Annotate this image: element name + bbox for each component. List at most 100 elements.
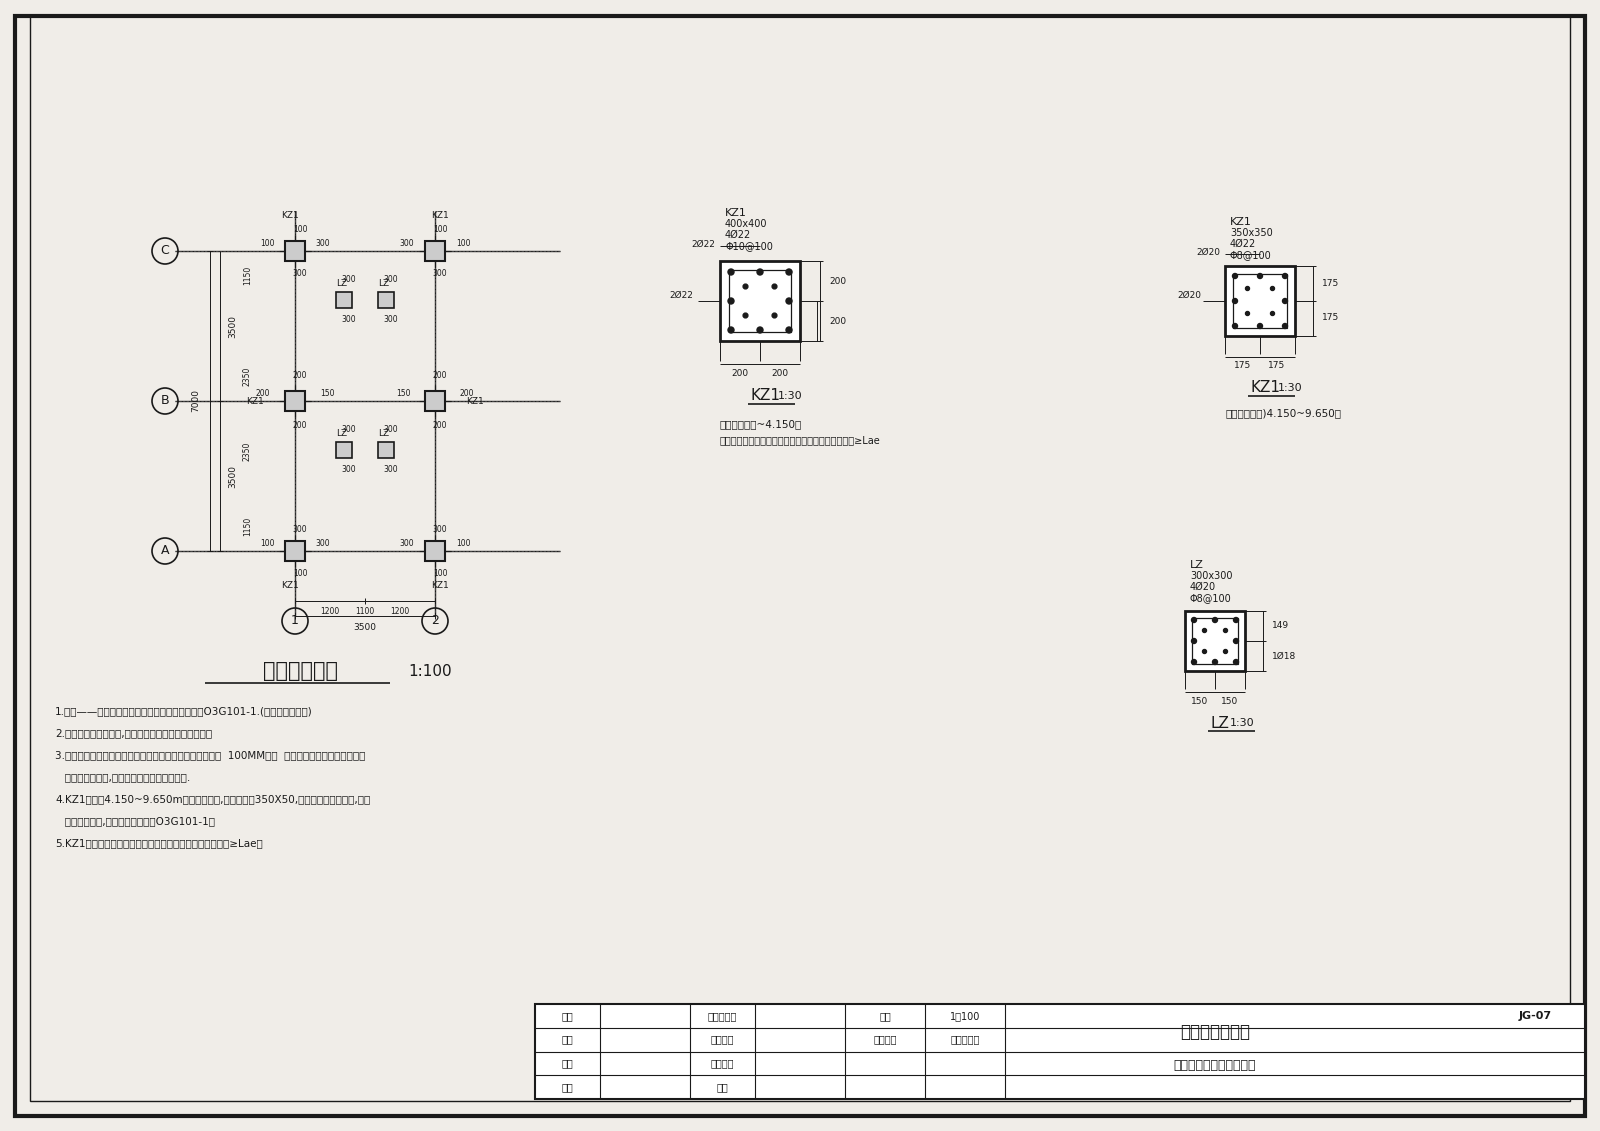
Text: KZ1: KZ1: [750, 389, 781, 404]
Text: 300: 300: [342, 316, 357, 325]
Text: 1150: 1150: [243, 517, 253, 536]
Circle shape: [1192, 639, 1197, 644]
Circle shape: [1234, 659, 1238, 665]
Text: 公司总工: 公司总工: [710, 1035, 734, 1045]
Text: 描图: 描图: [562, 1082, 573, 1093]
Text: 300: 300: [293, 525, 307, 534]
Text: 设计: 设计: [562, 1059, 573, 1069]
Text: 2Ø20: 2Ø20: [1197, 248, 1221, 257]
Text: 100: 100: [293, 569, 307, 578]
Text: 3500: 3500: [354, 623, 376, 632]
Text: B: B: [160, 395, 170, 407]
Circle shape: [742, 284, 747, 288]
Circle shape: [1283, 323, 1288, 328]
Text: 300: 300: [384, 276, 398, 285]
Circle shape: [728, 297, 734, 304]
Circle shape: [1224, 629, 1227, 632]
Text: 100: 100: [293, 224, 307, 233]
Text: 150: 150: [1192, 697, 1208, 706]
Text: A: A: [160, 544, 170, 558]
Circle shape: [1283, 274, 1288, 278]
Text: 150: 150: [395, 389, 410, 397]
Circle shape: [1213, 618, 1218, 622]
Text: 2.柱顶标高与板顶标高,各层柱截面尺寸详见柱大样图。: 2.柱顶标高与板顶标高,各层柱截面尺寸详见柱大样图。: [54, 728, 213, 739]
Bar: [1186, 611, 1245, 671]
Text: Φ8@100: Φ8@100: [1230, 250, 1272, 260]
Circle shape: [1258, 323, 1262, 328]
Bar: [336, 292, 352, 308]
Bar: [378, 442, 394, 458]
Text: 300: 300: [400, 538, 414, 547]
Text: C: C: [160, 244, 170, 258]
Text: 结构部分: 结构部分: [874, 1035, 896, 1045]
Text: 100: 100: [456, 538, 470, 547]
Circle shape: [1270, 286, 1275, 291]
Text: 200: 200: [731, 370, 749, 379]
Text: 1100: 1100: [355, 606, 374, 615]
Text: 柱配筋平面图、柱大样图: 柱配筋平面图、柱大样图: [1174, 1060, 1256, 1072]
Text: Φ8@100: Φ8@100: [1190, 593, 1232, 603]
Bar: [1192, 618, 1238, 664]
Circle shape: [742, 313, 747, 318]
Circle shape: [1245, 286, 1250, 291]
Circle shape: [1213, 659, 1218, 665]
Text: 300: 300: [384, 425, 398, 434]
Text: 排水闸启闭机房: 排水闸启闭机房: [1181, 1024, 1250, 1042]
Text: KZ1: KZ1: [1250, 380, 1280, 396]
Text: KZ1: KZ1: [282, 581, 299, 590]
Text: LZ: LZ: [336, 430, 347, 439]
Text: 200: 200: [432, 371, 448, 380]
Text: 200: 200: [829, 276, 846, 285]
Text: 300: 300: [315, 239, 330, 248]
Circle shape: [786, 269, 792, 275]
Text: LZ: LZ: [1210, 716, 1229, 731]
Text: 植入下层柱中,构造做法参见图集O3G101-1。: 植入下层柱中,构造做法参见图集O3G101-1。: [54, 815, 214, 826]
Text: 注：基础顶面~4.150。: 注：基础顶面~4.150。: [720, 418, 802, 429]
Text: 150: 150: [320, 389, 334, 397]
Circle shape: [728, 327, 734, 333]
Text: 300: 300: [293, 268, 307, 277]
Text: 4.KZ1在标高4.150~9.650m位置为柱斜撑,截面大小为350X50,斜角度及定位详建筑,钢筋: 4.KZ1在标高4.150~9.650m位置为柱斜撑,截面大小为350X50,斜…: [54, 794, 370, 804]
Bar: [534, 1004, 1586, 1099]
Text: 100: 100: [432, 224, 448, 233]
Text: 2: 2: [430, 614, 438, 628]
Bar: [285, 241, 306, 261]
Text: 300: 300: [342, 276, 357, 285]
Text: 1200: 1200: [320, 606, 339, 615]
Text: 200: 200: [771, 370, 789, 379]
Text: 审核: 审核: [717, 1082, 728, 1093]
Circle shape: [1234, 639, 1238, 644]
Circle shape: [757, 269, 763, 275]
Text: 2350: 2350: [243, 442, 253, 461]
Circle shape: [786, 297, 792, 304]
Circle shape: [773, 313, 778, 318]
Text: 300: 300: [315, 538, 330, 547]
Text: 175: 175: [1322, 279, 1339, 288]
Text: 350x350: 350x350: [1230, 228, 1272, 238]
Text: LZ: LZ: [1190, 560, 1203, 570]
Text: 3500: 3500: [229, 314, 237, 337]
Circle shape: [1192, 659, 1197, 665]
Text: 5.KZ1柱纵筋直接插入水闸闸墩基础进入锚固，锚固长度应≥Lae；: 5.KZ1柱纵筋直接插入水闸闸墩基础进入锚固，锚固长度应≥Lae；: [54, 838, 262, 848]
Text: 300: 300: [432, 268, 448, 277]
Text: LZ: LZ: [379, 279, 389, 288]
Circle shape: [773, 284, 778, 288]
Text: 注：（柱斜撑)4.150~9.650。: 注：（柱斜撑)4.150~9.650。: [1226, 408, 1341, 418]
Text: 3.未注明定位柱均轴线居中，柱截面变化时未注明保持偏位  100MM不变  另一方向收进对轴线居中者，: 3.未注明定位柱均轴线居中，柱截面变化时未注明保持偏位 100MM不变 另一方向…: [54, 750, 365, 760]
Circle shape: [1258, 274, 1262, 278]
Text: 300: 300: [400, 239, 414, 248]
Bar: [426, 391, 445, 411]
Text: 4Ø20: 4Ø20: [1190, 582, 1216, 592]
Text: 200: 200: [829, 317, 846, 326]
Text: 200: 200: [256, 389, 270, 397]
Text: 2350: 2350: [243, 366, 253, 386]
Bar: [426, 241, 445, 261]
Text: 校核: 校核: [562, 1011, 573, 1021]
Circle shape: [1203, 649, 1206, 654]
Text: 150: 150: [1221, 697, 1238, 706]
Text: 校对: 校对: [562, 1035, 573, 1045]
Circle shape: [1232, 323, 1237, 328]
Text: KZ1: KZ1: [282, 211, 299, 221]
Circle shape: [757, 327, 763, 333]
Text: 1150: 1150: [243, 266, 253, 285]
